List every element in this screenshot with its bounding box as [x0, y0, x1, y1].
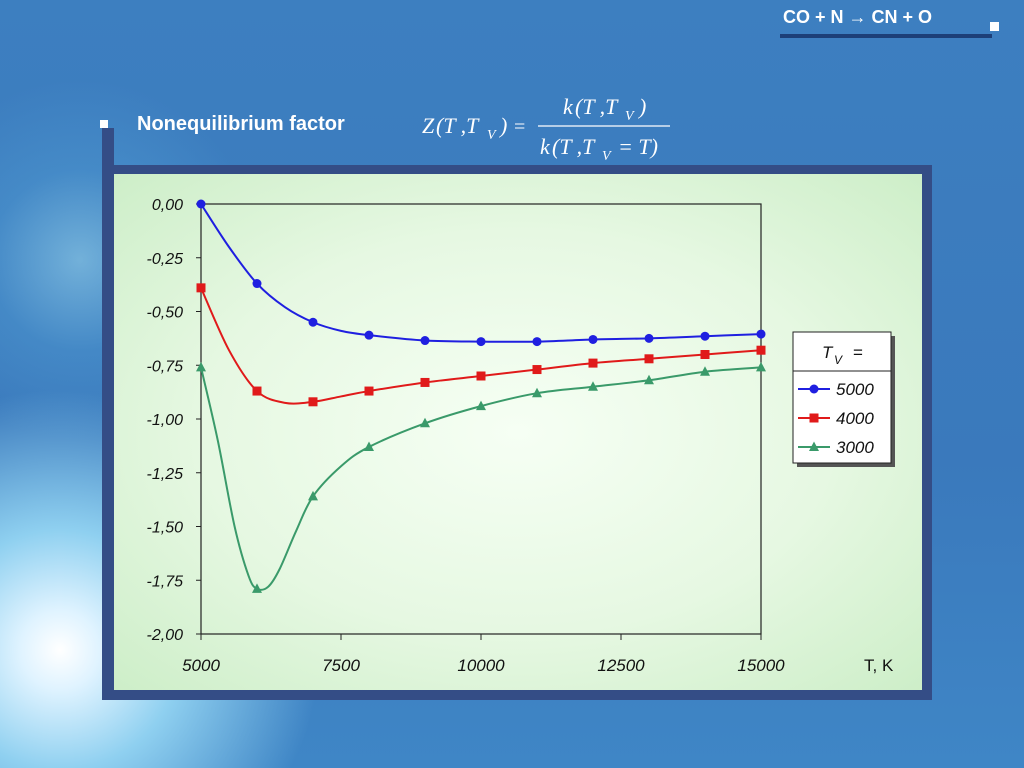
data-point-5000	[420, 336, 430, 346]
formula-den-args: (T ,T	[552, 134, 596, 159]
data-point-4000	[532, 365, 542, 375]
legend-label-5000: 5000	[836, 380, 874, 399]
data-point-4000	[308, 397, 318, 407]
y-tick-label: -0,50	[147, 305, 184, 322]
data-point-3000	[364, 441, 374, 451]
legend-marker-5000	[809, 384, 819, 394]
data-point-5000	[756, 329, 766, 339]
formula-den-k: k	[540, 134, 551, 159]
data-point-4000	[644, 354, 654, 364]
legend-label-4000: 4000	[836, 409, 874, 428]
x-tick-label: 15000	[737, 656, 785, 675]
title-underline	[780, 6, 992, 38]
y-tick-label: -1,25	[147, 466, 184, 483]
data-point-4000	[756, 345, 766, 355]
y-tick-label: -1,00	[147, 412, 184, 429]
y-tick-label: -2,00	[147, 627, 184, 644]
data-point-3000	[308, 490, 318, 501]
data-point-5000	[196, 199, 206, 209]
data-point-4000	[476, 371, 486, 381]
legend-title-sub: V	[834, 353, 843, 367]
data-point-4000	[420, 377, 430, 387]
data-point-4000	[588, 358, 598, 368]
data-point-3000	[252, 583, 262, 593]
legend-marker-3000	[809, 441, 819, 451]
x-tick-label: 5000	[182, 656, 220, 675]
formula-den-sub: V	[602, 149, 612, 164]
formula-lhs-args: (T ,T	[436, 113, 480, 138]
y-tick-label: -1,75	[147, 573, 184, 590]
y-tick-label: 0,00	[152, 197, 183, 214]
legend-title-t: T	[822, 343, 834, 362]
data-point-3000	[756, 361, 766, 372]
data-point-3000	[196, 361, 206, 372]
data-point-4000	[700, 350, 710, 359]
legend-title-eq: =	[853, 343, 863, 362]
formula-num-args: (T ,T	[575, 94, 619, 119]
formula-den-tail: = T)	[618, 134, 658, 159]
reaction-title: CO + N → CN + O	[783, 7, 933, 27]
data-point-4000	[252, 386, 262, 396]
data-point-3000	[476, 400, 486, 411]
data-point-3000	[588, 381, 598, 391]
y-tick-label: -1,50	[147, 520, 184, 537]
y-tick-label: -0,75	[147, 358, 184, 375]
formula-equals: =	[514, 116, 525, 138]
formula-lhs-z: Z	[422, 113, 435, 138]
data-point-5000	[308, 317, 318, 327]
data-point-5000	[700, 331, 710, 341]
plot-area-border	[200, 203, 762, 635]
chart-background	[114, 174, 922, 690]
data-point-3000	[420, 417, 430, 428]
data-point-5000	[476, 337, 486, 347]
x-tick-label: 12500	[597, 656, 645, 675]
legend: T V = 5000 4000 3000	[792, 331, 895, 467]
data-point-5000	[364, 330, 374, 340]
legend-marker-4000	[809, 413, 819, 423]
formula-lhs-sub: V	[487, 128, 497, 143]
x-axis-label: T, K	[864, 656, 894, 675]
formula: Z (T ,T V ) = k (T ,T V ) k (T ,T V = T)	[422, 94, 670, 164]
formula-lhs-close: )	[498, 113, 507, 138]
data-point-5000	[532, 337, 542, 347]
formula-num-close: )	[637, 94, 646, 119]
legend-box	[792, 331, 892, 464]
x-tick-label: 7500	[322, 656, 360, 675]
series-line-5000	[200, 203, 762, 343]
data-point-5000	[588, 334, 598, 344]
heading-bullet	[100, 120, 108, 128]
data-point-3000	[532, 387, 542, 398]
formula-num-k: k	[563, 94, 574, 119]
data-point-4000	[196, 283, 206, 293]
y-tick-label: -0,25	[147, 251, 184, 268]
title-bullet-square	[990, 22, 999, 31]
heading-label: Nonequilibrium factor	[137, 113, 345, 135]
data-point-5000	[252, 279, 262, 289]
formula-num-sub: V	[625, 109, 635, 124]
data-point-3000	[700, 366, 710, 376]
data-point-3000	[644, 374, 654, 385]
data-point-4000	[364, 386, 374, 396]
data-point-5000	[644, 333, 654, 343]
x-tick-label: 10000	[457, 656, 505, 675]
legend-label-3000: 3000	[836, 438, 874, 457]
